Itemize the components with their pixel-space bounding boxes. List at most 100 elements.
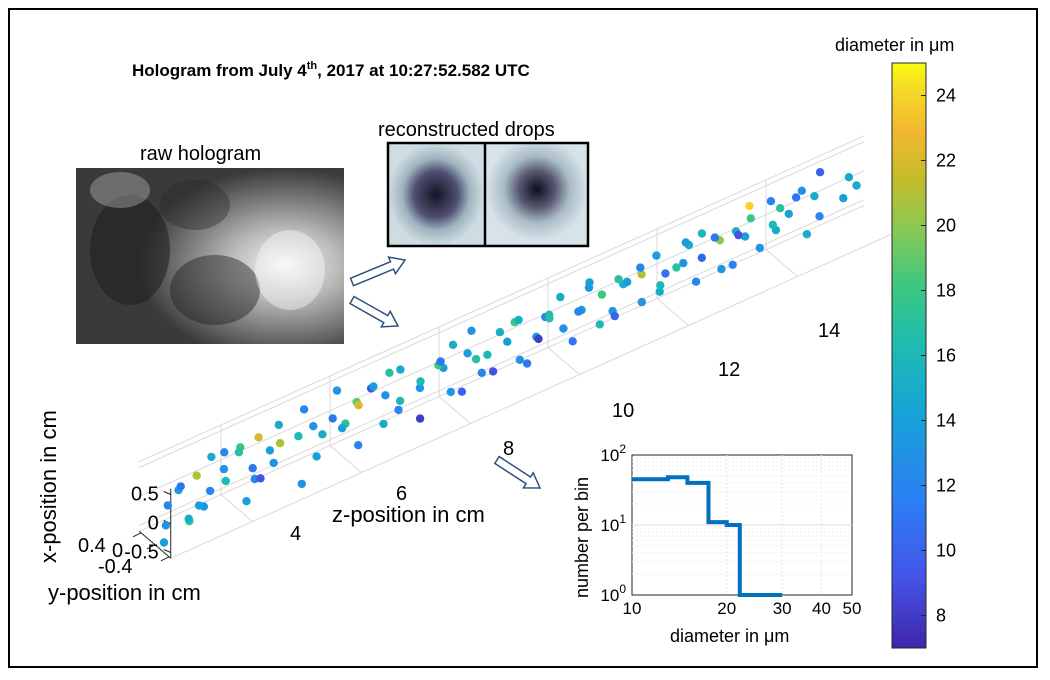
- x-tick-mark: [163, 549, 171, 553]
- drop-point: [636, 263, 645, 272]
- drop-point: [791, 193, 801, 202]
- drop-point: [184, 514, 193, 523]
- scatter-grid-line: [139, 135, 865, 463]
- arrow-icon: [349, 256, 407, 287]
- drop-point: [784, 209, 793, 219]
- drop-point: [163, 501, 172, 510]
- colorbar-tick-label: 10: [936, 541, 956, 561]
- colorbar-tick-label: 12: [936, 476, 956, 496]
- colorbar-tick-label: 24: [936, 86, 956, 106]
- drop-point: [159, 538, 169, 547]
- drop-point: [852, 181, 861, 190]
- drop-point: [766, 197, 776, 206]
- drop-point: [691, 277, 701, 286]
- drop-point: [597, 290, 607, 299]
- title-superscript: th: [307, 60, 318, 72]
- z-tick-label: 14: [818, 320, 840, 342]
- drop-point: [740, 232, 750, 241]
- drop-point: [248, 464, 257, 473]
- drop-point: [672, 263, 681, 272]
- reconstructed-drop-images: [386, 141, 590, 248]
- y-tick-mark: [160, 556, 170, 562]
- histogram-y-tick-exp: 1: [619, 512, 626, 526]
- drop-point: [297, 479, 306, 489]
- colorbar-ticks: 8 10 12 14 16 18 20 22 24: [921, 86, 956, 626]
- drop-point: [395, 396, 405, 406]
- histogram-x-tick-label: 20: [717, 599, 736, 618]
- drop-point: [221, 476, 230, 486]
- drop-point: [463, 349, 472, 358]
- drop-point: [274, 420, 283, 430]
- histogram-ylabel: number per bin: [572, 477, 592, 598]
- scatter-grid-line: [547, 347, 580, 375]
- drop-point: [477, 368, 486, 377]
- histogram-x-tick-label: 40: [812, 599, 831, 618]
- scatter-grid-line: [139, 141, 865, 468]
- drop-point: [207, 452, 216, 462]
- drop-point: [568, 337, 577, 346]
- drop-point: [661, 269, 670, 278]
- z-tick-label: 6: [396, 483, 407, 505]
- drop-point: [655, 287, 664, 296]
- histogram-y-tick-base: 10: [600, 446, 619, 465]
- reconstructed-drops-label: reconstructed drops: [378, 119, 555, 141]
- drop-point: [354, 401, 363, 410]
- z-tick-label: 12: [718, 359, 740, 381]
- drop-point: [299, 405, 309, 414]
- drop-point: [574, 307, 583, 316]
- drop-point: [337, 424, 347, 433]
- colorbar-tick-label: 16: [936, 346, 956, 366]
- drop-point: [614, 275, 623, 284]
- raw-hologram-image: [76, 168, 344, 344]
- drop-point: [637, 270, 646, 279]
- colorbar: diameter in μm 8 10 12 14 16 18 20 22 24: [835, 35, 956, 649]
- z-tick-label: 10: [612, 400, 634, 422]
- drop-point: [242, 497, 251, 506]
- scatter-grid-line: [656, 298, 689, 326]
- drop-point: [745, 201, 754, 211]
- drop-point: [681, 238, 690, 247]
- y-tick-label: -0.4: [98, 556, 132, 578]
- drop-point: [379, 419, 388, 429]
- drop-point: [656, 281, 665, 290]
- colorbar-label: diameter in μm: [835, 35, 954, 55]
- y-tick-mark: [132, 532, 142, 538]
- drop-point: [467, 326, 476, 335]
- drop-point: [415, 414, 425, 423]
- drop-point: [623, 277, 632, 287]
- drop-point: [559, 324, 568, 333]
- drop-point: [332, 386, 342, 395]
- scatter-grid-line: [139, 199, 865, 526]
- histogram-x-tick-label: 10: [623, 599, 642, 618]
- drop-point: [309, 422, 318, 431]
- drop-point: [483, 350, 492, 359]
- drop-point: [556, 292, 565, 302]
- drop-point: [269, 458, 278, 468]
- histogram-y-tick-base: 10: [600, 516, 619, 535]
- scatter-grid-line: [220, 494, 253, 522]
- x-tick-mark: [163, 491, 171, 495]
- drop-point: [585, 278, 594, 287]
- drop-point: [265, 446, 275, 455]
- arrow-icon: [348, 295, 400, 328]
- y-tick-label: 0: [112, 540, 123, 562]
- drop-point: [815, 168, 825, 177]
- histogram-x-tick-label: 50: [843, 599, 862, 618]
- drop-point: [394, 405, 403, 415]
- drop-point: [637, 297, 646, 307]
- colorbar-tick-label: 20: [936, 216, 956, 236]
- scatter-grid-line: [329, 445, 362, 473]
- histogram-y-tick-label: 102: [600, 442, 626, 465]
- z-axis-label: z-position in cm: [332, 502, 485, 527]
- histogram-y-tick-label: 101: [600, 512, 626, 535]
- drop-point: [446, 387, 455, 397]
- drop-point: [610, 311, 619, 321]
- drop-point: [205, 486, 215, 496]
- drop-point: [514, 315, 523, 325]
- colorbar-tick-label: 8: [936, 606, 946, 626]
- drop-point: [815, 212, 824, 221]
